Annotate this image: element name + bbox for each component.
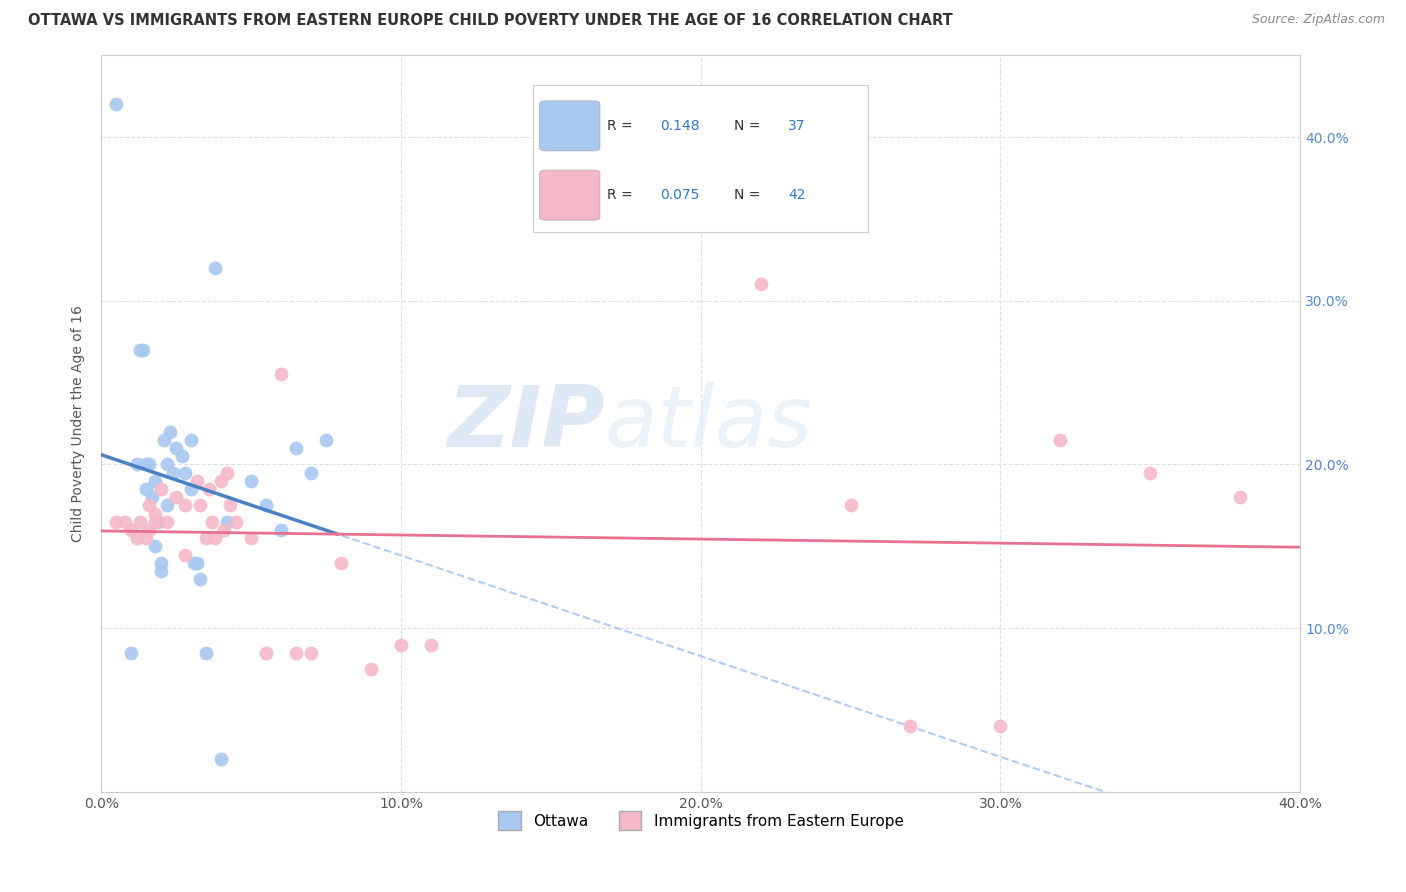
Point: [389, 638, 412, 652]
Point: [143, 474, 166, 488]
Point: [217, 515, 239, 529]
Point: [254, 499, 277, 513]
Point: [129, 515, 152, 529]
Point: [360, 662, 382, 676]
Point: [138, 499, 160, 513]
Point: [159, 425, 181, 439]
Point: [156, 458, 179, 472]
Point: [188, 572, 211, 586]
Point: [270, 523, 292, 537]
Point: [174, 548, 197, 562]
Point: [135, 458, 157, 472]
Point: [150, 482, 173, 496]
Point: [839, 499, 862, 513]
Point: [209, 752, 232, 766]
Point: [120, 646, 142, 660]
Point: [240, 474, 263, 488]
Point: [146, 515, 169, 529]
Point: [198, 482, 221, 496]
Legend: Ottawa, Immigrants from Eastern Europe: Ottawa, Immigrants from Eastern Europe: [492, 805, 910, 836]
Point: [285, 646, 308, 660]
Point: [299, 646, 322, 660]
Point: [165, 441, 187, 455]
Point: [186, 474, 208, 488]
Point: [219, 499, 242, 513]
Point: [132, 343, 155, 357]
Point: [1049, 433, 1071, 447]
Point: [150, 556, 173, 570]
Point: [900, 719, 922, 733]
Point: [225, 515, 247, 529]
Point: [141, 490, 163, 504]
Point: [209, 474, 232, 488]
Point: [204, 531, 226, 545]
Point: [240, 531, 263, 545]
Point: [162, 466, 184, 480]
Point: [195, 646, 218, 660]
Point: [285, 441, 308, 455]
Point: [143, 507, 166, 521]
Point: [195, 531, 218, 545]
Point: [201, 515, 224, 529]
Point: [204, 260, 226, 275]
Point: [188, 499, 211, 513]
Point: [135, 531, 157, 545]
Point: [138, 523, 160, 537]
Point: [127, 458, 149, 472]
Point: [1139, 466, 1161, 480]
Point: [172, 450, 194, 464]
Point: [153, 433, 176, 447]
Point: [749, 277, 772, 292]
Point: [135, 482, 157, 496]
Point: [330, 556, 353, 570]
Point: [186, 556, 208, 570]
Y-axis label: Child Poverty Under the Age of 16: Child Poverty Under the Age of 16: [72, 305, 86, 542]
Point: [129, 343, 152, 357]
Text: ZIP: ZIP: [447, 382, 605, 465]
Point: [988, 719, 1011, 733]
Point: [105, 515, 128, 529]
Point: [183, 556, 205, 570]
Point: [114, 515, 136, 529]
Point: [254, 646, 277, 660]
Point: [156, 499, 179, 513]
Point: [143, 515, 166, 529]
Point: [165, 490, 187, 504]
Point: [270, 368, 292, 382]
Point: [138, 458, 160, 472]
Point: [120, 523, 142, 537]
Point: [212, 523, 235, 537]
Text: OTTAWA VS IMMIGRANTS FROM EASTERN EUROPE CHILD POVERTY UNDER THE AGE OF 16 CORRE: OTTAWA VS IMMIGRANTS FROM EASTERN EUROPE…: [28, 13, 953, 29]
Point: [315, 433, 337, 447]
Point: [174, 466, 197, 480]
Point: [143, 540, 166, 554]
Point: [127, 531, 149, 545]
Text: atlas: atlas: [605, 382, 813, 465]
Point: [419, 638, 441, 652]
Point: [105, 97, 128, 112]
Point: [217, 466, 239, 480]
Text: Source: ZipAtlas.com: Source: ZipAtlas.com: [1251, 13, 1385, 27]
Point: [299, 466, 322, 480]
Point: [180, 482, 202, 496]
Point: [180, 433, 202, 447]
Point: [174, 499, 197, 513]
Point: [156, 515, 179, 529]
Point: [1229, 490, 1251, 504]
Point: [150, 564, 173, 578]
